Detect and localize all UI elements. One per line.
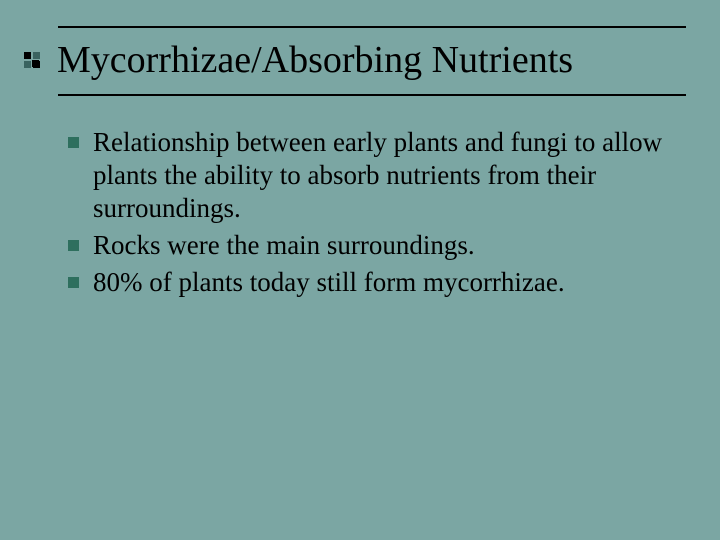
bullet-text: Relationship between early plants and fu…	[93, 126, 666, 225]
rule-top	[58, 26, 686, 28]
bullet-text: Rocks were the main surroundings.	[93, 229, 475, 262]
square-bullet-icon	[68, 277, 79, 288]
square-bullet-icon	[68, 137, 79, 148]
slide: Mycorrhizae/Absorbing Nutrients Relation…	[0, 0, 720, 540]
square-bullet-icon	[68, 240, 79, 251]
title-bullet-icon	[24, 52, 39, 68]
rule-bottom	[58, 94, 686, 96]
list-item: 80% of plants today still form mycorrhiz…	[68, 266, 666, 299]
slide-body: Relationship between early plants and fu…	[68, 126, 666, 299]
list-item: Relationship between early plants and fu…	[68, 126, 666, 225]
slide-title: Mycorrhizae/Absorbing Nutrients	[57, 38, 573, 82]
title-row: Mycorrhizae/Absorbing Nutrients	[24, 38, 696, 82]
bullet-text: 80% of plants today still form mycorrhiz…	[93, 266, 565, 299]
list-item: Rocks were the main surroundings.	[68, 229, 666, 262]
